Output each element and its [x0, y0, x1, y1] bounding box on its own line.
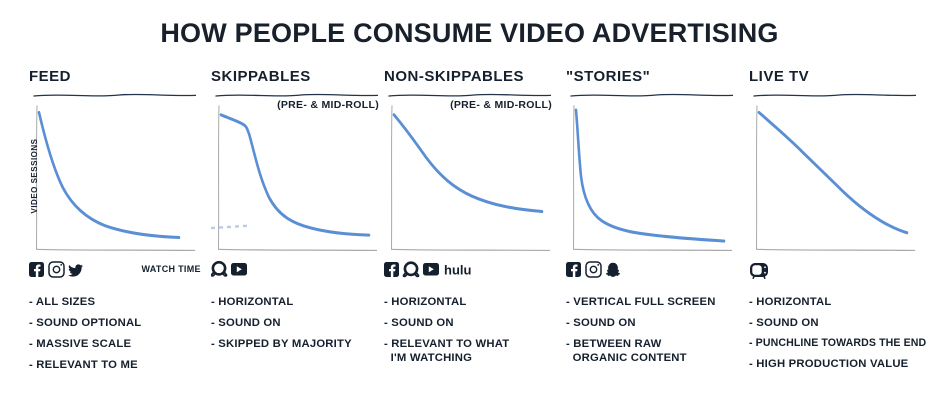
svg-text:hulu: hulu [444, 263, 471, 278]
